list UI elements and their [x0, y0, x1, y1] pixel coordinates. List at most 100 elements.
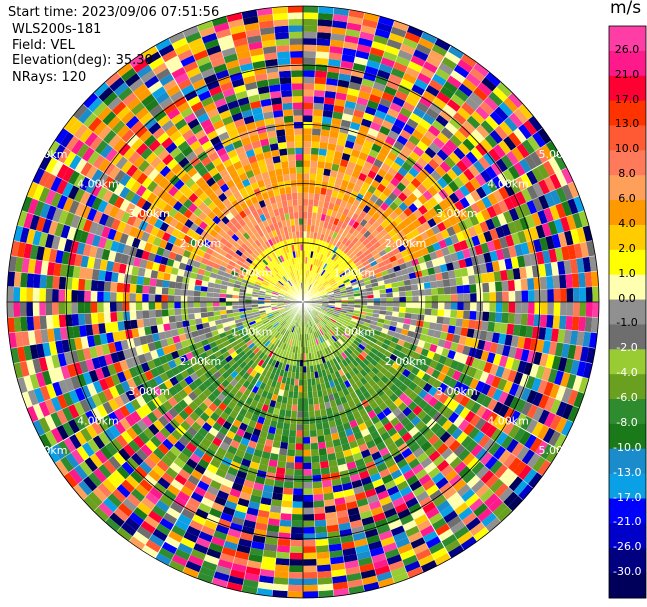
velocity-gate — [501, 223, 512, 237]
velocity-gate — [470, 292, 477, 302]
velocity-gate — [436, 415, 449, 427]
velocity-gate — [329, 130, 340, 139]
velocity-gate — [166, 484, 181, 497]
velocity-gate — [345, 94, 358, 104]
velocity-gate — [116, 62, 133, 77]
velocity-gate — [288, 436, 296, 444]
velocity-gate — [405, 296, 413, 302]
velocity-gate — [416, 409, 428, 421]
velocity-gate — [254, 267, 262, 274]
velocity-gate — [292, 397, 298, 405]
velocity-gate — [200, 496, 215, 508]
velocity-gate — [330, 270, 337, 277]
velocity-gate — [267, 350, 275, 358]
velocity-gate — [320, 335, 326, 343]
velocity-gate — [141, 93, 156, 107]
velocity-gate — [365, 439, 377, 449]
velocity-gate — [380, 416, 390, 427]
velocity-gate — [440, 364, 450, 376]
velocity-gate — [423, 237, 433, 248]
velocity-gate — [221, 456, 233, 467]
velocity-gate — [409, 480, 423, 492]
velocity-gate — [538, 326, 547, 341]
velocity-gate — [109, 76, 125, 92]
velocity-gate — [221, 379, 230, 389]
velocity-gate — [315, 315, 322, 322]
velocity-gate — [414, 78, 429, 91]
velocity-gate — [527, 302, 535, 315]
velocity-gate — [492, 238, 502, 251]
velocity-gate — [496, 506, 513, 522]
velocity-gate — [417, 240, 427, 250]
velocity-gate — [55, 340, 64, 355]
velocity-gate — [370, 506, 384, 517]
velocity-gate — [539, 276, 548, 290]
velocity-gate — [85, 324, 94, 337]
velocity-gate — [334, 265, 342, 272]
velocity-gate — [553, 154, 567, 171]
velocity-gate — [128, 78, 145, 92]
velocity-gate — [219, 512, 234, 523]
velocity-gate — [399, 485, 413, 497]
velocity-gate — [70, 375, 81, 390]
velocity-gate — [140, 520, 156, 535]
velocity-gate — [173, 440, 186, 453]
velocity-gate — [370, 87, 384, 98]
velocity-gate — [303, 76, 315, 84]
velocity-gate — [245, 298, 252, 302]
velocity-gate — [317, 275, 322, 282]
velocity-gate — [412, 302, 419, 309]
velocity-gate — [572, 302, 580, 317]
velocity-gate — [163, 272, 171, 281]
velocity-gate — [19, 287, 27, 302]
velocity-gate — [82, 112, 98, 128]
velocity-gate — [360, 246, 369, 254]
velocity-gate — [473, 368, 484, 381]
velocity-gate — [381, 241, 390, 250]
velocity-gate — [13, 302, 21, 318]
velocity-gate — [303, 12, 319, 20]
velocity-gate — [318, 148, 328, 156]
velocity-gate — [323, 201, 330, 209]
velocity-gate — [419, 524, 435, 538]
velocity-gate — [164, 422, 176, 434]
velocity-gate — [460, 536, 477, 551]
velocity-gate — [257, 276, 264, 282]
velocity-gate — [200, 285, 208, 292]
velocity-gate — [404, 312, 412, 320]
velocity-gate — [436, 443, 449, 456]
velocity-gate — [484, 455, 499, 470]
velocity-gate — [271, 277, 278, 284]
velocity-gate — [325, 285, 332, 291]
velocity-gate — [222, 233, 232, 242]
velocity-gate — [266, 333, 273, 341]
velocity-gate — [291, 514, 303, 521]
velocity-gate — [149, 317, 157, 327]
velocity-gate — [315, 416, 323, 424]
velocity-gate — [116, 282, 124, 293]
velocity-gate — [430, 170, 442, 182]
velocity-gate — [173, 457, 186, 469]
velocity-gate — [366, 100, 380, 110]
velocity-gate — [251, 325, 259, 331]
velocity-gate — [339, 528, 353, 538]
velocity-gate — [436, 372, 447, 383]
velocity-gate — [183, 326, 192, 334]
velocity-gate — [395, 55, 411, 67]
velocity-gate — [327, 143, 337, 151]
velocity-gate — [269, 270, 276, 277]
velocity-gate — [427, 376, 437, 387]
velocity-gate — [512, 324, 521, 337]
velocity-gate — [240, 437, 250, 447]
velocity-gate — [274, 285, 281, 291]
velocity-gate — [102, 478, 117, 494]
velocity-gate — [324, 324, 331, 331]
velocity-gate — [96, 186, 108, 200]
velocity-gate — [312, 271, 317, 279]
velocity-gate — [498, 101, 514, 117]
velocity-gate — [567, 181, 580, 199]
velocity-gate — [362, 139, 374, 150]
velocity-gate — [271, 307, 279, 311]
velocity-gate — [405, 95, 419, 107]
velocity-gate — [268, 343, 275, 351]
